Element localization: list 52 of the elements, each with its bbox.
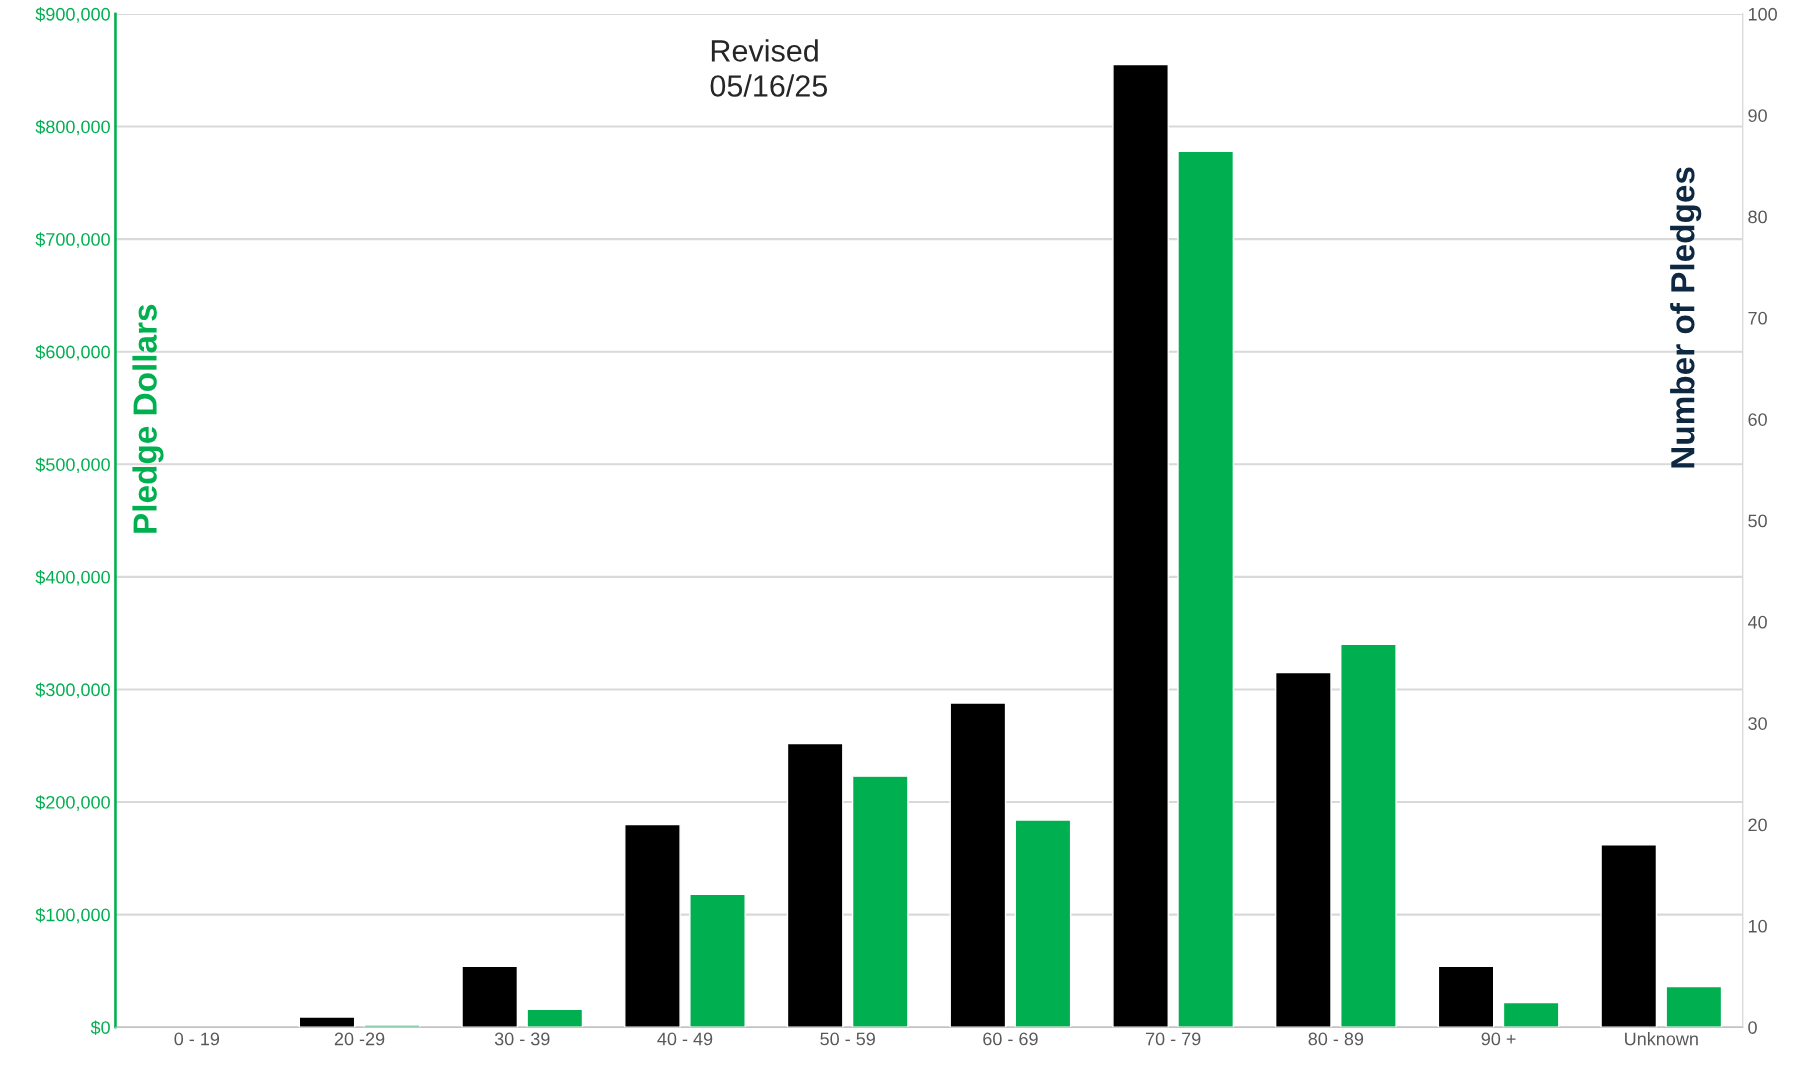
bar xyxy=(689,893,746,1028)
y-tick-label: $700,000 xyxy=(35,232,110,248)
y2-tick-label: 20 xyxy=(1748,818,1767,832)
y2-tick-label: 70 xyxy=(1748,311,1767,325)
x-tick-label: 90 + xyxy=(1481,1032,1516,1046)
x-tick-label: 30 - 39 xyxy=(494,1032,550,1046)
y-tick-label: $800,000 xyxy=(35,119,110,136)
x-tick-label: 50 - 59 xyxy=(820,1032,875,1046)
bar xyxy=(1014,819,1072,1028)
bar xyxy=(1112,63,1169,1028)
x-tick-label: 60 - 69 xyxy=(983,1032,1038,1046)
y-axis-title: Pledge Dollars xyxy=(132,304,164,533)
bar xyxy=(1665,985,1723,1028)
y2-tick-label: 90 xyxy=(1748,109,1767,122)
y-tick-label: $500,000 xyxy=(35,457,110,474)
y2-tick-label: 40 xyxy=(1747,615,1767,629)
y2-tick-label: 100 xyxy=(1748,7,1777,21)
bar xyxy=(461,965,519,1028)
x-tick-label: 80 - 89 xyxy=(1308,1032,1364,1046)
bar xyxy=(526,1008,584,1028)
bar xyxy=(363,1024,421,1028)
bar xyxy=(949,702,1007,1028)
bar xyxy=(1177,150,1235,1028)
annotation: Revised 05/16/25 xyxy=(710,39,828,97)
y-tick-label: $600,000 xyxy=(35,344,110,361)
y-tick-label: $100,000 xyxy=(35,907,110,924)
y2-tick-label: 0 xyxy=(1748,1021,1757,1034)
x-tick-label: 40 - 49 xyxy=(657,1032,713,1046)
x-tick-label: 70 - 79 xyxy=(1145,1032,1201,1046)
bar xyxy=(1274,671,1332,1028)
y-tick-label: $400,000 xyxy=(35,570,110,586)
x-tick-label: 20 -29 xyxy=(334,1032,385,1046)
bar xyxy=(786,742,844,1028)
bar xyxy=(624,823,681,1028)
bar xyxy=(1600,844,1658,1028)
y2-axis-title: Number of Pledges xyxy=(1670,167,1702,468)
y2-tick-label: 30 xyxy=(1748,717,1767,730)
y2-tick-label: 50 xyxy=(1748,514,1767,528)
bar xyxy=(1340,643,1397,1028)
y-tick-label: $300,000 xyxy=(35,682,110,699)
y-tick-label: $900,000 xyxy=(35,7,110,23)
bar xyxy=(851,775,909,1028)
x-tick-label: 0 - 19 xyxy=(174,1032,220,1046)
x-tick-label: Unknown xyxy=(1625,1032,1698,1046)
y2-tick-label: 10 xyxy=(1748,919,1767,933)
y-tick-label: $0 xyxy=(90,1020,110,1035)
bar xyxy=(298,1016,356,1028)
y2-tick-label: 60 xyxy=(1748,413,1767,426)
y-tick-label: $200,000 xyxy=(35,795,110,811)
bar xyxy=(1502,1001,1560,1028)
y2-tick-label: 80 xyxy=(1748,210,1767,224)
bar xyxy=(1437,965,1495,1028)
